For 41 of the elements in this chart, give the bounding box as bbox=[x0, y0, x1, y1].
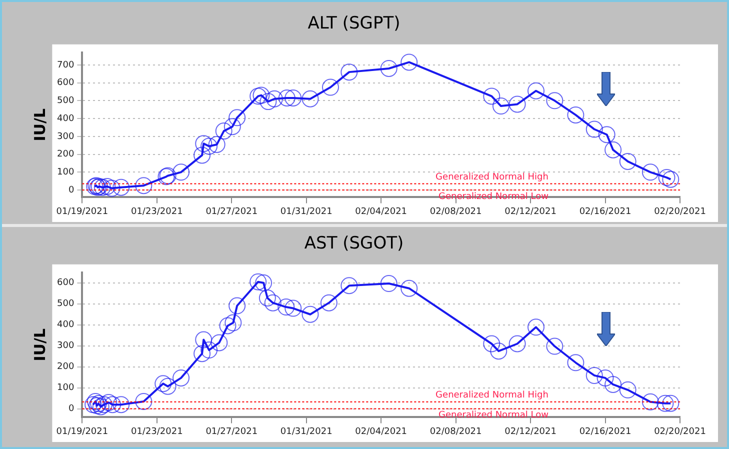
x-tick-label: 02/08/2021 bbox=[430, 206, 482, 217]
y-tick-label: 400 bbox=[56, 114, 74, 124]
y-tick-label: 700 bbox=[56, 60, 74, 70]
chart-title: AST (SGOT) bbox=[304, 234, 404, 254]
x-tick-label: 02/04/2021 bbox=[355, 426, 408, 437]
x-tick-label: 02/16/2021 bbox=[579, 206, 632, 217]
ref-line-label: Generalized Normal High bbox=[436, 390, 548, 401]
ref-line-label: Generalized Normal High bbox=[436, 172, 548, 183]
x-tick-label: 01/19/2021 bbox=[56, 426, 108, 437]
x-tick-label: 01/23/2021 bbox=[130, 206, 183, 217]
x-tick-label: 02/04/2021 bbox=[355, 206, 408, 217]
y-tick-label: 0 bbox=[68, 185, 74, 196]
x-tick-label: 02/20/2021 bbox=[654, 426, 706, 437]
y-tick-label: 400 bbox=[56, 320, 74, 330]
x-tick-label: 02/16/2021 bbox=[579, 426, 632, 437]
x-tick-label: 01/23/2021 bbox=[130, 426, 183, 437]
x-tick-label: 02/12/2021 bbox=[504, 426, 556, 437]
x-tick-label: 01/31/2021 bbox=[280, 206, 332, 217]
y-tick-label: 300 bbox=[56, 132, 74, 142]
x-tick-label: 02/12/2021 bbox=[504, 206, 556, 217]
y-axis-title: IU/L bbox=[30, 328, 49, 362]
y-tick-label: 100 bbox=[56, 168, 74, 178]
y-tick-label: 600 bbox=[56, 278, 74, 288]
x-tick-label: 01/27/2021 bbox=[206, 426, 258, 437]
chart-title: ALT (SGPT) bbox=[308, 14, 400, 34]
x-tick-label: 02/08/2021 bbox=[430, 426, 482, 437]
y-axis-title: IU/L bbox=[30, 108, 49, 142]
x-tick-label: 01/31/2021 bbox=[280, 426, 332, 437]
y-tick-label: 600 bbox=[56, 78, 74, 88]
y-tick-label: 500 bbox=[56, 299, 74, 310]
x-tick-label: 01/27/2021 bbox=[206, 206, 258, 217]
ref-line-label: Generalized Normal Low bbox=[438, 410, 548, 421]
y-tick-label: 300 bbox=[56, 341, 74, 352]
x-tick-label: 02/20/2021 bbox=[654, 206, 706, 217]
x-tick-label: 01/19/2021 bbox=[56, 206, 108, 217]
y-tick-label: 200 bbox=[56, 362, 74, 372]
y-tick-label: 100 bbox=[56, 383, 74, 394]
ref-line-label: Generalized Normal Low bbox=[438, 192, 548, 202]
y-tick-label: 500 bbox=[56, 96, 74, 106]
y-tick-label: 200 bbox=[56, 150, 74, 160]
y-tick-label: 0 bbox=[68, 404, 74, 414]
